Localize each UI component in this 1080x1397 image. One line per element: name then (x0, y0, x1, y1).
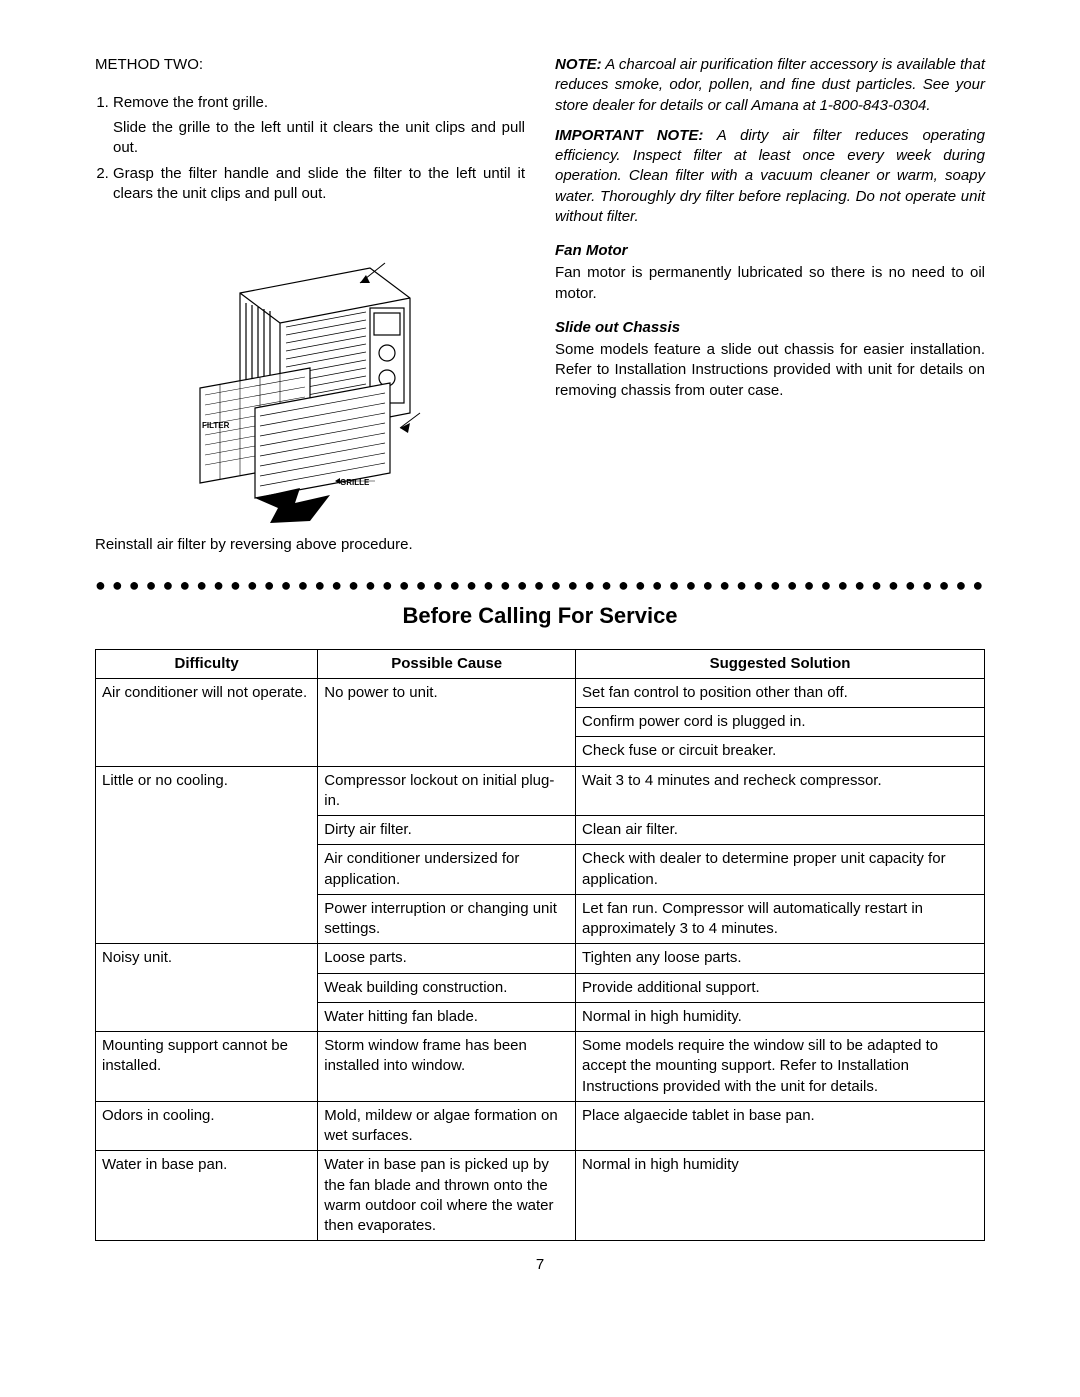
cell-solution: Place algaecide tablet in base pan. (576, 1101, 985, 1151)
troubleshooting-table: Difficulty Possible Cause Suggested Solu… (95, 649, 985, 1242)
page-number: 7 (95, 1255, 985, 1275)
cell-cause: Mold, mildew or algae formation on wet s… (318, 1101, 576, 1151)
header-cause: Possible Cause (318, 649, 576, 678)
reinstall-text: Reinstall air filter by reversing above … (95, 535, 525, 555)
cell-solution: Set fan control to position other than o… (576, 678, 985, 707)
method-steps: Remove the front grille. Slide the grill… (95, 93, 525, 204)
table-header-row: Difficulty Possible Cause Suggested Solu… (96, 649, 985, 678)
cell-difficulty: Little or no cooling. (96, 766, 318, 944)
grille-label: GRILLE (340, 478, 370, 487)
cell-difficulty: Air conditioner will not operate. (96, 678, 318, 766)
cell-difficulty: Water in base pan. (96, 1151, 318, 1241)
table-row: Noisy unit.Loose parts.Tighten any loose… (96, 944, 985, 973)
dotted-divider: ●●●●●●●●●●●●●●●●●●●●●●●●●●●●●●●●●●●●●●●●… (95, 573, 985, 597)
fan-motor-heading: Fan Motor (555, 241, 985, 261)
step-1: Remove the front grille. Slide the grill… (113, 93, 525, 158)
cell-cause: Loose parts. (318, 944, 576, 973)
cell-difficulty: Mounting support cannot be installed. (96, 1032, 318, 1102)
table-row: Water in base pan.Water in base pan is p… (96, 1151, 985, 1241)
cell-cause: Air conditioner undersized for applicati… (318, 845, 576, 895)
cell-difficulty: Odors in cooling. (96, 1101, 318, 1151)
cell-cause: Weak building construction. (318, 973, 576, 1002)
note-lead: NOTE: (555, 56, 602, 73)
cell-cause: Water in base pan is picked up by the fa… (318, 1151, 576, 1241)
cell-cause: No power to unit. (318, 678, 576, 766)
left-column: METHOD TWO: Remove the front grille. Sli… (95, 55, 525, 555)
right-column: NOTE: A charcoal air purification filter… (555, 55, 985, 555)
cell-solution: Let fan run. Compressor will automatical… (576, 894, 985, 944)
cell-cause: Water hitting fan blade. (318, 1002, 576, 1031)
filter-label: FILTER (202, 421, 230, 430)
cell-cause: Compressor lockout on initial plug-in. (318, 766, 576, 816)
cell-solution: Wait 3 to 4 minutes and recheck compress… (576, 766, 985, 816)
cell-solution: Normal in high humidity (576, 1151, 985, 1241)
cell-solution: Normal in high humidity. (576, 1002, 985, 1031)
cell-solution: Provide additional support. (576, 973, 985, 1002)
header-solution: Suggested Solution (576, 649, 985, 678)
step-2-main: Grasp the filter handle and slide the fi… (113, 165, 525, 202)
step-1-main: Remove the front grille. (113, 94, 268, 111)
fan-motor-text: Fan motor is permanently lubricated so t… (555, 263, 985, 304)
method-two-title: METHOD TWO: (95, 55, 525, 75)
slide-chassis-text: Some models feature a slide out chassis … (555, 340, 985, 401)
important-note-lead: IMPORTANT NOTE: (555, 127, 703, 144)
cell-cause: Dirty air filter. (318, 816, 576, 845)
cell-cause: Storm window frame has been installed in… (318, 1032, 576, 1102)
cell-difficulty: Noisy unit. (96, 944, 318, 1032)
note-body: A charcoal air purification filter acces… (555, 56, 985, 114)
step-1-sub: Slide the grille to the left until it cl… (113, 118, 525, 159)
slide-chassis-heading: Slide out Chassis (555, 318, 985, 338)
important-note-block: IMPORTANT NOTE: A dirty air filter reduc… (555, 126, 985, 227)
cell-cause: Power interruption or changing unit sett… (318, 894, 576, 944)
cell-solution: Confirm power cord is plugged in. (576, 708, 985, 737)
table-row: Little or no cooling.Compressor lockout … (96, 766, 985, 816)
note-block: NOTE: A charcoal air purification filter… (555, 55, 985, 116)
cell-solution: Some models require the window sill to b… (576, 1032, 985, 1102)
cell-solution: Clean air filter. (576, 816, 985, 845)
step-2: Grasp the filter handle and slide the fi… (113, 164, 525, 205)
cell-solution: Tighten any loose parts. (576, 944, 985, 973)
table-row: Odors in cooling.Mold, mildew or algae f… (96, 1101, 985, 1151)
cell-solution: Check fuse or circuit breaker. (576, 737, 985, 766)
ac-unit-illustration: FILTER GRILLE (160, 223, 460, 523)
table-row: Mounting support cannot be installed.Sto… (96, 1032, 985, 1102)
header-difficulty: Difficulty (96, 649, 318, 678)
table-row: Air conditioner will not operate.No powe… (96, 678, 985, 707)
cell-solution: Check with dealer to determine proper un… (576, 845, 985, 895)
section-title: Before Calling For Service (95, 601, 985, 631)
